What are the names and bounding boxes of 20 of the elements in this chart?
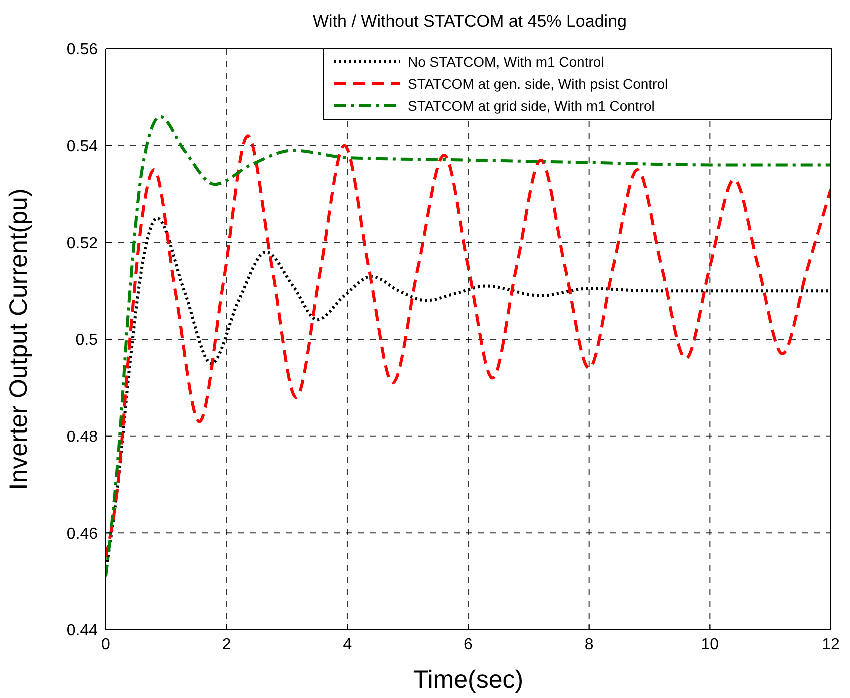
x-tick-label: 8 [584,636,594,654]
y-tick-label: 0.52 [66,235,98,252]
y-tick-label: 0.46 [66,526,98,543]
x-tick-label: 10 [701,636,720,654]
y-tick-label: 0.44 [66,622,98,640]
x-tick-label: 2 [222,636,232,654]
legend-label: STATCOM at grid side, With m1 Control [408,98,655,114]
y-tick-label: 0.54 [66,138,98,156]
legend-label: No STATCOM, With m1 Control [408,54,604,70]
y-tick-label: 0.5 [76,332,98,350]
y-axis-title: Inverter Output Current(pu) [4,188,33,490]
x-tick-label: 4 [343,636,352,654]
chart-title: With / Without STATCOM at 45% Loading [312,11,628,33]
y-tick-label: 0.56 [66,42,98,59]
x-tick-label: 12 [822,636,840,654]
x-tick-label: 0 [102,636,111,654]
x-tick-label: 6 [464,636,474,654]
x-axis-title: Time(sec) [413,666,524,694]
y-tick-label: 0.48 [66,429,98,446]
legend-label: STATCOM at gen. side, With psist Control [408,76,668,92]
